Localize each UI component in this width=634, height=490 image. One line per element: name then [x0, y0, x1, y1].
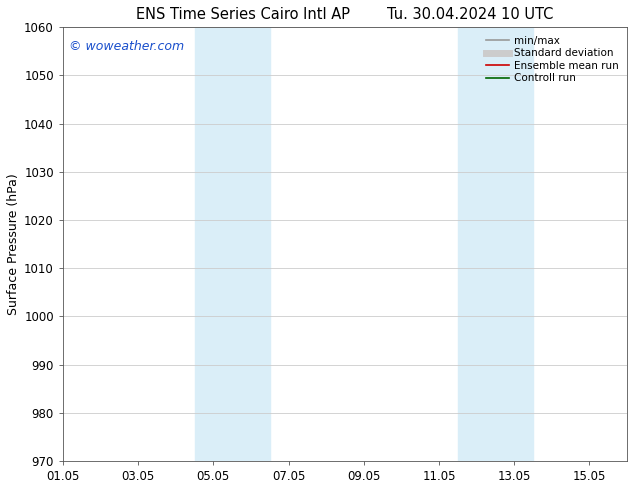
Bar	[458, 27, 533, 461]
Title: ENS Time Series Cairo Intl AP        Tu. 30.04.2024 10 UTC: ENS Time Series Cairo Intl AP Tu. 30.04.…	[136, 7, 553, 22]
Bar	[195, 27, 269, 461]
Legend: min/max, Standard deviation, Ensemble mean run, Controll run: min/max, Standard deviation, Ensemble me…	[482, 32, 622, 87]
Text: © woweather.com: © woweather.com	[68, 40, 184, 53]
Y-axis label: Surface Pressure (hPa): Surface Pressure (hPa)	[7, 173, 20, 315]
